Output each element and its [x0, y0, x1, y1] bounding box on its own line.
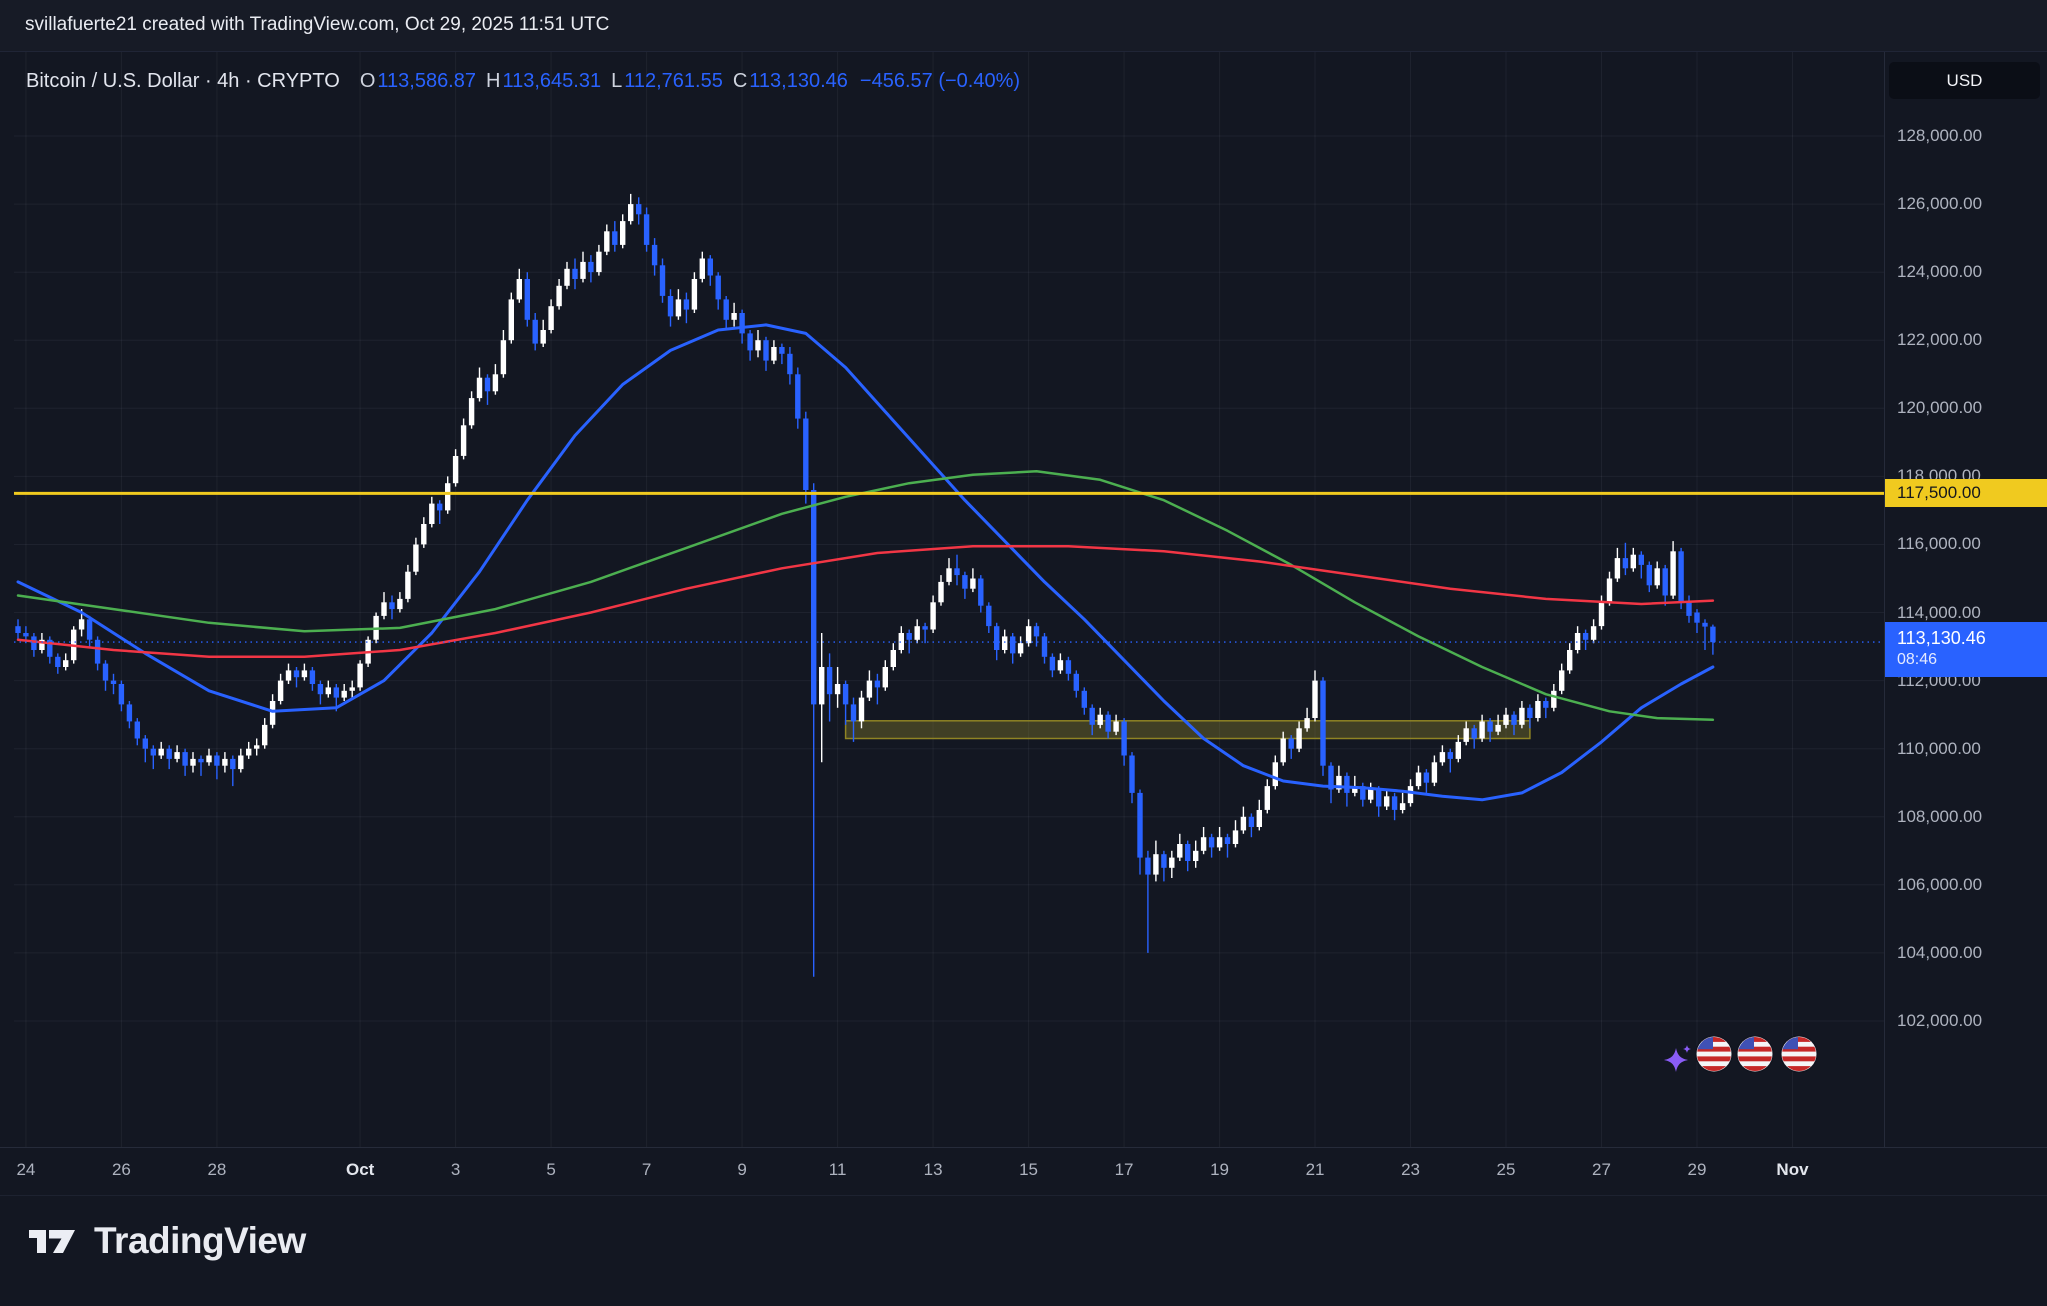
time-tick-label: 7 — [641, 1160, 652, 1179]
time-tick-label: 23 — [1401, 1160, 1420, 1179]
currency-toggle-button[interactable]: USD — [1889, 62, 2040, 99]
symbol-title: Bitcoin / U.S. Dollar · 4h · CRYPTO — [26, 70, 340, 92]
time-tick-label: 13 — [923, 1160, 943, 1179]
price-tick-label: 104,000.00 — [1897, 942, 1983, 962]
price-tick-label: 120,000.00 — [1897, 398, 1983, 418]
price-tick-label: 110,000.00 — [1897, 738, 1981, 758]
price-tick-label: 124,000.00 — [1897, 262, 1983, 282]
time-tick-label: 17 — [1114, 1160, 1134, 1179]
horizontal-line-price-text: 117,500.00 — [1897, 483, 1981, 503]
ohlc-low: L 112,761.55 — [611, 70, 723, 92]
tradingview-brand-link[interactable]: TradingView — [26, 1220, 306, 1262]
time-tick-label: 28 — [207, 1160, 227, 1179]
time-scale[interactable]: 24 26 28 Oct 3 5 7 9 11 13 15 17 19 21 23 25 27 29 Nov — [0, 1147, 2047, 1196]
emoji-stamps-svg — [1664, 1035, 1818, 1073]
time-tick-label: 21 — [1305, 1160, 1325, 1179]
price-tick-label: 102,000.00 — [1897, 1011, 1983, 1030]
ohlc-close: C 113,130.46 — [732, 70, 848, 92]
last-price-label: 113,130.46 08:46 — [1885, 622, 2047, 678]
snapshot-top-bar: svillafuerte21 created with TradingView.… — [0, 0, 2047, 52]
time-tick-label: 25 — [1496, 1160, 1516, 1179]
attribution-text: svillafuerte21 created with TradingView.… — [25, 14, 610, 35]
time-tick-label: 11 — [828, 1160, 847, 1179]
time-tick-label: 15 — [1019, 1160, 1039, 1179]
price-tick-label: 114,000.00 — [1897, 602, 1981, 622]
flag-emoji-drawings[interactable] — [1660, 1028, 1835, 1089]
ohlc-high: H 113,645.31 — [486, 70, 602, 92]
time-tick-label: 19 — [1210, 1160, 1229, 1179]
time-tick-label: 29 — [1687, 1160, 1707, 1179]
us-flag-icon — [1736, 1035, 1774, 1073]
time-tick-label: 9 — [737, 1160, 747, 1179]
time-tick-label: Oct — [345, 1160, 375, 1179]
us-flag-icon — [1695, 1035, 1733, 1073]
time-tick-label: 24 — [16, 1160, 36, 1179]
price-change: −456.57 (−0.40%) — [859, 70, 1021, 92]
chart-pane[interactable] — [0, 52, 1884, 1147]
time-tick-label: 27 — [1592, 1160, 1611, 1179]
ohlc-open: O 113,586.87 — [359, 70, 476, 92]
time-tick-label: 3 — [450, 1160, 461, 1179]
price-tick-label: 128,000.00 — [1897, 126, 1983, 145]
brand-wordmark: TradingView — [94, 1220, 306, 1261]
price-tick-label: 122,000.00 — [1897, 330, 1983, 350]
tradingview-logo-icon — [29, 1230, 75, 1253]
price-tick-label: 106,000.00 — [1897, 874, 1983, 894]
price-scale[interactable]: USD 117,500.00 113,130.46 08:46 128,000.… — [1884, 52, 2047, 1147]
horizontal-line-price-label: 117,500.00 — [1885, 479, 2047, 508]
time-tick-label: 26 — [111, 1160, 131, 1179]
last-price-value: 113,130.46 — [1897, 628, 1986, 649]
time-tick-label: Nov — [1776, 1160, 1809, 1179]
price-tick-label: 108,000.00 — [1897, 806, 1983, 826]
snapshot-footer: TradingView — [0, 1196, 2047, 1306]
price-tick-label: 116,000.00 — [1897, 534, 1981, 554]
bar-countdown: 08:46 — [1897, 651, 1938, 669]
price-tick-label: 126,000.00 — [1897, 194, 1983, 214]
time-tick-label: 5 — [546, 1160, 556, 1179]
symbol-header: Bitcoin / U.S. Dollar · 4h · CRYPTO O 113… — [26, 70, 1020, 93]
sparkle-icon — [1664, 1045, 1691, 1072]
us-flag-icon — [1780, 1035, 1818, 1073]
